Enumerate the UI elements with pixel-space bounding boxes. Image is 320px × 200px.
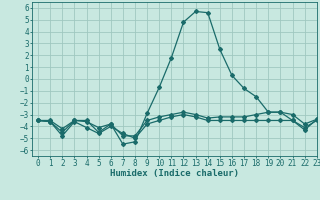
- X-axis label: Humidex (Indice chaleur): Humidex (Indice chaleur): [110, 169, 239, 178]
